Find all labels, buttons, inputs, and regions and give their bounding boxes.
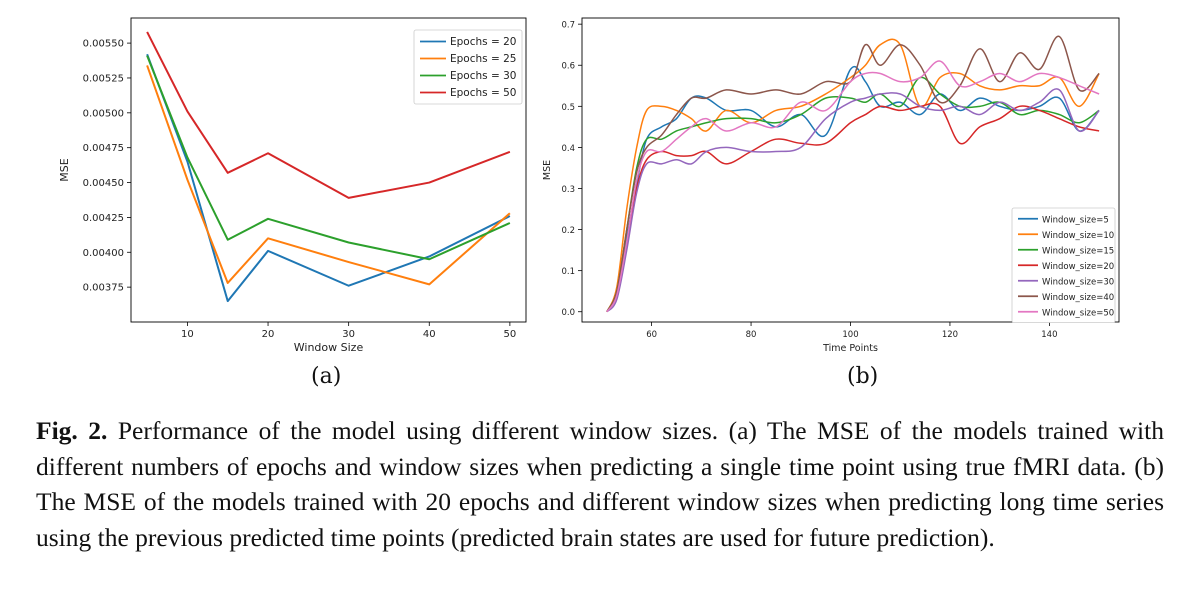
chart-b-y-tick-label-0: 0.0 xyxy=(561,308,575,318)
caption-text: Performance of the model using different… xyxy=(36,416,1164,552)
chart-b-x-axis-label: Time Points xyxy=(822,343,878,354)
chart-b-legend-box xyxy=(1011,207,1116,323)
caption-lead: Fig. 2. xyxy=(36,416,108,445)
chart-b-legend-label-0: Window_size=5 xyxy=(1042,215,1109,225)
chart-b-x-tick-label-3: 120 xyxy=(942,330,958,340)
chart-b-legend-label-2: Window_size=15 xyxy=(1042,246,1114,256)
chart-a-legend-label-3: Epochs = 50 xyxy=(450,87,516,99)
chart-b-legend-label-6: Window_size=50 xyxy=(1042,308,1114,318)
chart-a-y-tick-label-3: 0.00450 xyxy=(83,178,124,189)
chart-b-x-tick-label-4: 140 xyxy=(1041,330,1057,340)
chart-b-y-tick-label-6: 0.6 xyxy=(561,62,575,72)
chart-a-series-line-3 xyxy=(146,31,511,199)
chart-b: 60 80 100 120 140 0.0 0.1 0.2 0.3 0.4 0.5 0.6 0.7 Tim… xyxy=(530,0,1200,395)
chart-b-series-line-0 xyxy=(606,65,1100,313)
chart-b-y-tick-label-2: 0.2 xyxy=(561,226,575,236)
chart-a-x-tick-label-3: 40 xyxy=(423,329,436,340)
chart-a-series-line-1 xyxy=(146,65,511,286)
chart-b-legend-label-4: Window_size=30 xyxy=(1042,277,1114,287)
chart-b-x-tick-label-2: 100 xyxy=(842,330,858,340)
chart-b-series-line-3 xyxy=(606,102,1100,313)
chart-a-legend-box xyxy=(413,29,523,105)
chart-b-y-tick-label-1: 0.1 xyxy=(561,267,575,277)
chart-a-y-tick-label-1: 0.00400 xyxy=(83,248,124,259)
chart-b-y-axis-label: MSE xyxy=(542,160,553,180)
figure-caption: Fig. 2. Performance of the model using d… xyxy=(36,413,1164,555)
chart-a-y-tick-label-6: 0.00525 xyxy=(83,73,124,84)
chart-b-y-tick-label-4: 0.4 xyxy=(561,144,575,154)
chart-a-y-axis-label: MSE xyxy=(58,158,71,181)
chart-a-legend-label-2: Epochs = 30 xyxy=(450,70,516,82)
chart-b-series-line-5 xyxy=(606,35,1100,313)
chart-a-legend-label-1: Epochs = 25 xyxy=(450,53,516,65)
chart-a-x-tick-label-0: 10 xyxy=(181,329,194,340)
chart-a-x-tick-label-4: 50 xyxy=(504,329,517,340)
chart-a: 10 20 30 40 50 0.00375 0.00400 0.00425 0.00450 0.… xyxy=(0,0,560,395)
chart-b-y-tick-label-7: 0.7 xyxy=(561,21,575,31)
chart-b-y-tick-label-3: 0.3 xyxy=(561,185,575,195)
chart-a-series-line-2 xyxy=(146,55,511,261)
chart-a-y-tick-label-4: 0.00475 xyxy=(83,143,124,154)
chart-a-y-tick-label-2: 0.00425 xyxy=(83,213,124,224)
chart-a-svg: 10 20 30 40 50 0.00375 0.00400 0.00425 0.00450 0.… xyxy=(58,17,527,354)
chart-b-legend-label-1: Window_size=10 xyxy=(1042,231,1114,241)
chart-a-legend-label-0: Epochs = 20 xyxy=(450,36,516,48)
chart-a-y-tick-label-5: 0.00500 xyxy=(83,108,124,119)
chart-b-x-tick-label-1: 80 xyxy=(746,330,757,340)
chart-a-x-tick-label-1: 20 xyxy=(262,329,275,340)
chart-a-y-tick-label-0: 0.00375 xyxy=(83,283,124,294)
chart-a-x-axis-label: Window Size xyxy=(294,341,364,354)
subfigure-label-b: (b) xyxy=(847,364,879,389)
chart-b-x-tick-label-0: 60 xyxy=(646,330,657,340)
chart-b-series-line-6 xyxy=(606,60,1100,313)
chart-b-svg: 60 80 100 120 140 0.0 0.1 0.2 0.3 0.4 0.5 0.6 0.7 Tim… xyxy=(542,17,1120,354)
chart-a-plot-frame xyxy=(130,17,527,323)
subfigure-label-a: (a) xyxy=(311,364,342,389)
chart-b-series-line-1 xyxy=(606,38,1100,313)
chart-a-x-tick-label-2: 30 xyxy=(342,329,355,340)
chart-b-legend-label-5: Window_size=40 xyxy=(1042,293,1114,303)
chart-b-legend-label-3: Window_size=20 xyxy=(1042,262,1114,272)
chart-b-series-line-4 xyxy=(606,88,1100,313)
chart-a-y-tick-label-7: 0.00550 xyxy=(83,39,124,50)
chart-b-y-tick-label-5: 0.5 xyxy=(561,103,575,113)
chart-a-series-line-0 xyxy=(146,53,511,303)
